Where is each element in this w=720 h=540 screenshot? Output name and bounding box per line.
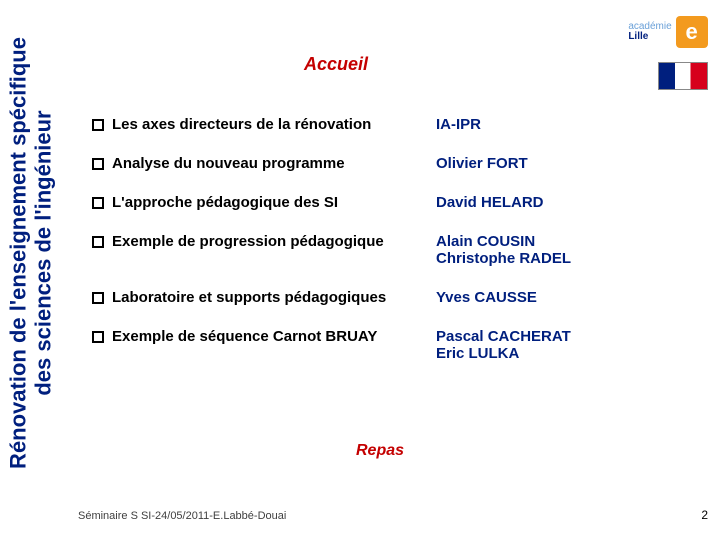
bullet-icon [92,158,104,170]
topic-text: Exemple de progression pédagogique [104,233,436,250]
sidebar-line1: Rénovation de l'enseignement spécifique [6,37,31,469]
sidebar: Rénovation de l'enseignement spécifique … [0,0,62,505]
footer-text: Séminaire S SI-24/05/2011-E.Labbé-Douai [78,510,286,522]
slide: Rénovation de l'enseignement spécifique … [0,0,720,540]
bullet-icon [92,236,104,248]
academie-logo: académie Lille e [628,12,708,52]
presenter-text: Alain COUSIN Christophe RADEL [436,233,698,267]
slide-title: Accueil [62,54,610,75]
topic-text: Exemple de séquence Carnot BRUAY [104,328,436,345]
agenda-list: Les axes directeurs de la rénovation IA-… [92,116,698,384]
topic-text: Analyse du nouveau programme [104,155,436,172]
list-item: Les axes directeurs de la rénovation IA-… [92,116,698,133]
presenter-text: Olivier FORT [436,155,698,172]
bullet-icon [92,331,104,343]
government-logo-icon [658,62,708,90]
presenter-text: IA-IPR [436,116,698,133]
presenter-text: Yves CAUSSE [436,289,698,306]
topic-text: Les axes directeurs de la rénovation [104,116,436,133]
page-number: 2 [701,508,708,522]
list-item: Laboratoire et supports pédagogiques Yve… [92,289,698,306]
bullet-icon [92,119,104,131]
e-badge-icon: e [676,16,708,48]
topic-text: Laboratoire et supports pédagogiques [104,289,436,306]
e-letter: e [686,19,698,45]
list-item: Exemple de progression pédagogique Alain… [92,233,698,267]
subheading: Repas [62,442,698,460]
list-item: Exemple de séquence Carnot BRUAY Pascal … [92,328,698,362]
presenter-text: Pascal CACHERAT Eric LULKA [436,328,698,362]
academie-city: Lille [628,32,671,42]
logo-group: académie Lille e [628,12,708,90]
presenter-text: David HELARD [436,194,698,211]
list-item: L'approche pédagogique des SI David HELA… [92,194,698,211]
topic-text: L'approche pédagogique des SI [104,194,436,211]
bullet-icon [92,292,104,304]
sidebar-title: Rénovation de l'enseignement spécifique … [6,37,57,469]
sidebar-line2: des sciences de l'ingénieur [31,110,56,395]
academie-text: académie Lille [628,22,671,42]
list-item: Analyse du nouveau programme Olivier FOR… [92,155,698,172]
bullet-icon [92,197,104,209]
